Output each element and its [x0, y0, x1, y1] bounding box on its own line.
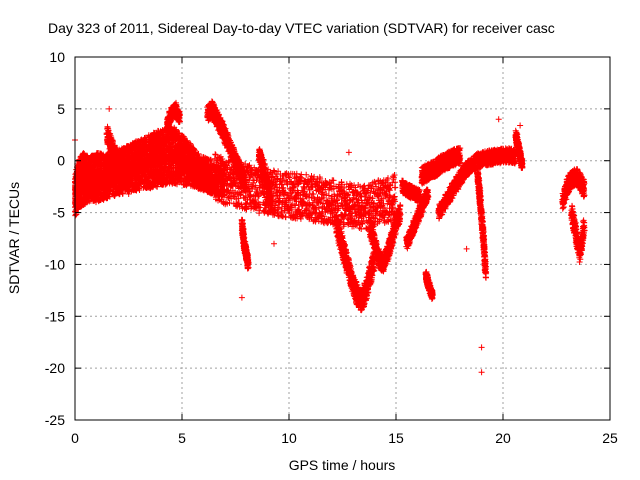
data-points [72, 98, 588, 376]
chart-title: Day 323 of 2011, Sidereal Day-to-day VTE… [48, 20, 555, 36]
